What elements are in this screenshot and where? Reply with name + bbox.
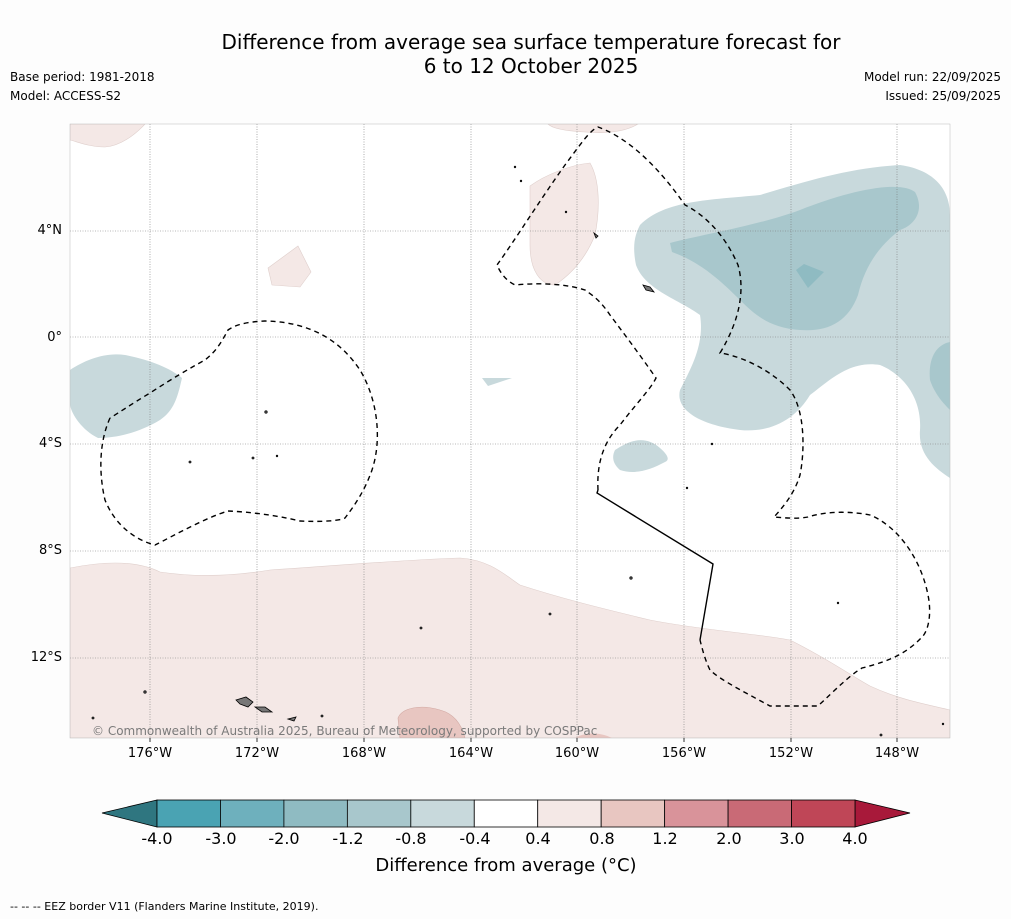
lon-label-164w: 164°W [448,746,494,761]
map-title: Difference from average sea surface temp… [175,30,887,78]
colorbar-title: Difference from average (°C) [375,855,637,876]
lon-ticks [149,738,898,742]
island-dot [548,612,552,616]
colorbar-label: 0.8 [589,829,615,848]
islands [91,165,945,737]
island-kiritimati [642,284,656,293]
lon-label-168w: 168°W [341,746,387,761]
colorbar-label: -3.0 [205,829,237,848]
cool-anomaly-west [70,354,182,438]
island-dot [564,210,568,214]
eez-solid-boundary [596,489,714,641]
colorbar-segment [283,799,348,828]
lat-label-0: 0° [47,330,62,345]
colorbar-label: 4.0 [842,829,868,848]
colorbar-label: -4.0 [141,829,173,848]
issued-date: Issued: 25/09/2025 [885,89,1001,103]
island-upolu [253,706,274,713]
eez-footnote: -- -- -- EEZ border V11 (Flanders Marine… [10,900,319,913]
lat-label-12s: 12°S [30,650,62,665]
cool-anomaly-central [613,440,668,473]
colorbar-segment [410,799,475,828]
colorbar-label: 1.2 [652,829,678,848]
colorbar-segment [664,799,729,828]
colorbar-label: -2.0 [268,829,300,848]
title-line-1: Difference from average sea surface temp… [221,30,841,54]
island-savaii [235,696,254,708]
island-dot [91,716,95,720]
island-tabuaeran [593,231,599,239]
colorbar-label: -0.4 [459,829,491,848]
eez-borders [100,126,931,707]
island-dot [275,454,279,458]
lon-label-148w: 148°W [874,746,920,761]
meta-right: Model run: 22/09/2025 Issued: 25/09/2025 [864,68,1001,106]
meta-left: Base period: 1981-2018 Model: ACCESS-S2 [10,68,155,106]
island-dot [143,690,147,694]
lon-label-176w: 176°W [127,746,173,761]
lon-label-156w: 156°W [661,746,707,761]
island-dot [685,486,689,490]
warm-anomaly-south-center [397,706,466,738]
lat-label-4n: 4°N [37,223,63,238]
colorbar-segment [346,799,412,828]
cool-anomaly-east-core [796,264,824,288]
island-dot [879,733,883,737]
island-dot [513,165,517,169]
colorbar-label: 3.0 [779,829,805,848]
island-dot [629,576,633,580]
island-dot [710,442,714,446]
map-plot-area [70,124,950,738]
graticule [70,124,950,738]
colorbar-segment [473,799,539,828]
colorbar-extend-low [101,799,158,828]
warm-anomaly-south [70,557,950,738]
base-period: Base period: 1981-2018 [10,70,155,84]
warm-anomaly-northwest [70,124,146,148]
title-line-2: 6 to 12 October 2025 [423,54,639,78]
cool-anomaly-east-inner [670,186,920,331]
island-dot [419,626,423,630]
island-dot [941,722,945,726]
colorbar-segment [600,799,666,828]
model-run: Model run: 22/09/2025 [863,70,1001,84]
island-dot [836,601,840,605]
warm-anomaly-south-patch [575,733,612,738]
colorbar-segment [537,799,602,828]
copyright-notice: © Commonwealth of Australia 2025, Bureau… [92,724,598,738]
lon-label-172w: 172°W [234,746,280,761]
map-frame [69,123,951,739]
colorbar-label: 2.0 [716,829,742,848]
colorbar-segment [220,799,285,828]
colorbar [101,799,911,828]
eez-tokelau-samoa [100,320,379,546]
colorbar-segments [156,799,856,828]
lon-label-152w: 152°W [768,746,814,761]
island-dot [251,456,255,460]
colorbar-extend-high [854,799,911,828]
island-dot [188,460,192,464]
colorbar-label: -0.8 [395,829,427,848]
colorbar-label: -1.2 [332,829,364,848]
island-dot [519,179,523,183]
cool-anomaly-sliver [482,378,512,386]
island-tutuila [286,716,297,722]
warm-anomaly-small [267,245,312,288]
colorbar-segment [156,799,221,828]
lon-label-160w: 160°W [554,746,600,761]
colorbar-segment [791,799,856,828]
lat-label-8s: 8°S [38,543,62,558]
colorbar-segment [727,799,792,828]
cool-anomaly-east-edge [929,342,950,410]
lat-label-4s: 4°S [38,436,62,451]
colorbar-label: 0.4 [525,829,551,848]
model-name: Model: ACCESS-S2 [10,89,122,103]
warm-anomaly-north-cap [547,124,639,134]
island-dot [264,410,268,414]
island-dot [320,714,324,718]
